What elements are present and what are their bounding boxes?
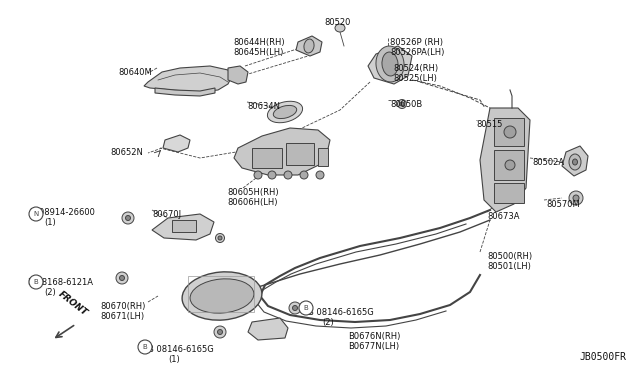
Ellipse shape [120, 276, 125, 280]
Polygon shape [228, 66, 248, 84]
Ellipse shape [289, 302, 301, 314]
Polygon shape [562, 146, 588, 176]
Ellipse shape [122, 212, 134, 224]
Ellipse shape [299, 301, 313, 315]
Text: B0676N(RH): B0676N(RH) [348, 332, 401, 341]
Ellipse shape [397, 99, 406, 109]
Polygon shape [368, 46, 412, 84]
Ellipse shape [400, 102, 404, 106]
Text: N: N [33, 211, 38, 217]
Text: (2): (2) [322, 318, 333, 327]
Text: 80520: 80520 [325, 18, 351, 27]
Text: 80640M: 80640M [118, 68, 152, 77]
Text: B 08146-6165G: B 08146-6165G [148, 345, 214, 354]
Text: B: B [143, 344, 147, 350]
Ellipse shape [29, 207, 43, 221]
Bar [318, 148, 328, 166]
Bar [494, 118, 524, 146]
Bar [494, 183, 524, 203]
Polygon shape [248, 318, 288, 340]
Polygon shape [155, 88, 215, 96]
Polygon shape [234, 128, 330, 175]
Text: 80673A: 80673A [487, 212, 520, 221]
Ellipse shape [254, 171, 262, 179]
Polygon shape [144, 66, 232, 92]
Text: 80524(RH): 80524(RH) [393, 64, 438, 73]
Ellipse shape [504, 126, 516, 138]
Ellipse shape [573, 159, 577, 165]
Ellipse shape [116, 272, 128, 284]
Text: 80526PA(LH): 80526PA(LH) [390, 48, 444, 57]
Ellipse shape [382, 52, 398, 76]
Polygon shape [480, 108, 530, 212]
Text: N 08914-26600: N 08914-26600 [30, 208, 95, 217]
Ellipse shape [300, 171, 308, 179]
Ellipse shape [573, 195, 579, 201]
Bar [494, 150, 524, 180]
Text: 80501(LH): 80501(LH) [487, 262, 531, 271]
Ellipse shape [284, 171, 292, 179]
Ellipse shape [182, 272, 262, 320]
Ellipse shape [216, 234, 225, 243]
Ellipse shape [125, 215, 131, 221]
Ellipse shape [569, 154, 581, 170]
Ellipse shape [335, 24, 345, 32]
Ellipse shape [218, 330, 223, 334]
Text: B: B [303, 305, 308, 311]
Bar [172, 220, 196, 232]
Bar [252, 148, 282, 168]
Text: 80644H(RH): 80644H(RH) [233, 38, 285, 47]
Text: 80634N: 80634N [247, 102, 280, 111]
Text: 80606H(LH): 80606H(LH) [227, 198, 278, 207]
Ellipse shape [214, 326, 226, 338]
Text: (2): (2) [44, 288, 56, 297]
Text: 80500(RH): 80500(RH) [487, 252, 532, 261]
Bar [188, 276, 254, 312]
Text: 80671(LH): 80671(LH) [100, 312, 144, 321]
Ellipse shape [316, 171, 324, 179]
Ellipse shape [273, 105, 297, 119]
Ellipse shape [190, 279, 254, 313]
Ellipse shape [268, 101, 303, 123]
Text: B: B [34, 279, 38, 285]
Text: FRONT: FRONT [57, 290, 89, 318]
Text: (1): (1) [168, 355, 180, 364]
Polygon shape [152, 214, 214, 240]
Text: B0677N(LH): B0677N(LH) [348, 342, 399, 351]
Text: B 08146-6165G: B 08146-6165G [308, 308, 374, 317]
Text: 80525(LH): 80525(LH) [393, 74, 437, 83]
Ellipse shape [218, 236, 222, 240]
Text: 80670J: 80670J [152, 210, 181, 219]
Ellipse shape [268, 171, 276, 179]
Polygon shape [163, 135, 190, 152]
Text: 80670(RH): 80670(RH) [100, 302, 145, 311]
Ellipse shape [569, 191, 583, 205]
Ellipse shape [29, 275, 43, 289]
Text: 80605H(RH): 80605H(RH) [227, 188, 278, 197]
Ellipse shape [292, 305, 298, 311]
Ellipse shape [304, 39, 314, 53]
Text: JB0500FR: JB0500FR [579, 352, 626, 362]
Text: 80645H(LH): 80645H(LH) [233, 48, 284, 57]
Text: 80050B: 80050B [390, 100, 422, 109]
Text: 80515: 80515 [476, 120, 502, 129]
Polygon shape [296, 36, 322, 56]
Text: 80652N: 80652N [110, 148, 143, 157]
Text: B 08168-6121A: B 08168-6121A [28, 278, 93, 287]
Text: 80502A: 80502A [532, 158, 564, 167]
Ellipse shape [138, 340, 152, 354]
Text: 80526P (RH): 80526P (RH) [390, 38, 443, 47]
Bar [286, 143, 314, 165]
Ellipse shape [505, 160, 515, 170]
Text: 80570M: 80570M [546, 200, 580, 209]
Text: (1): (1) [44, 218, 56, 227]
Ellipse shape [376, 46, 404, 82]
